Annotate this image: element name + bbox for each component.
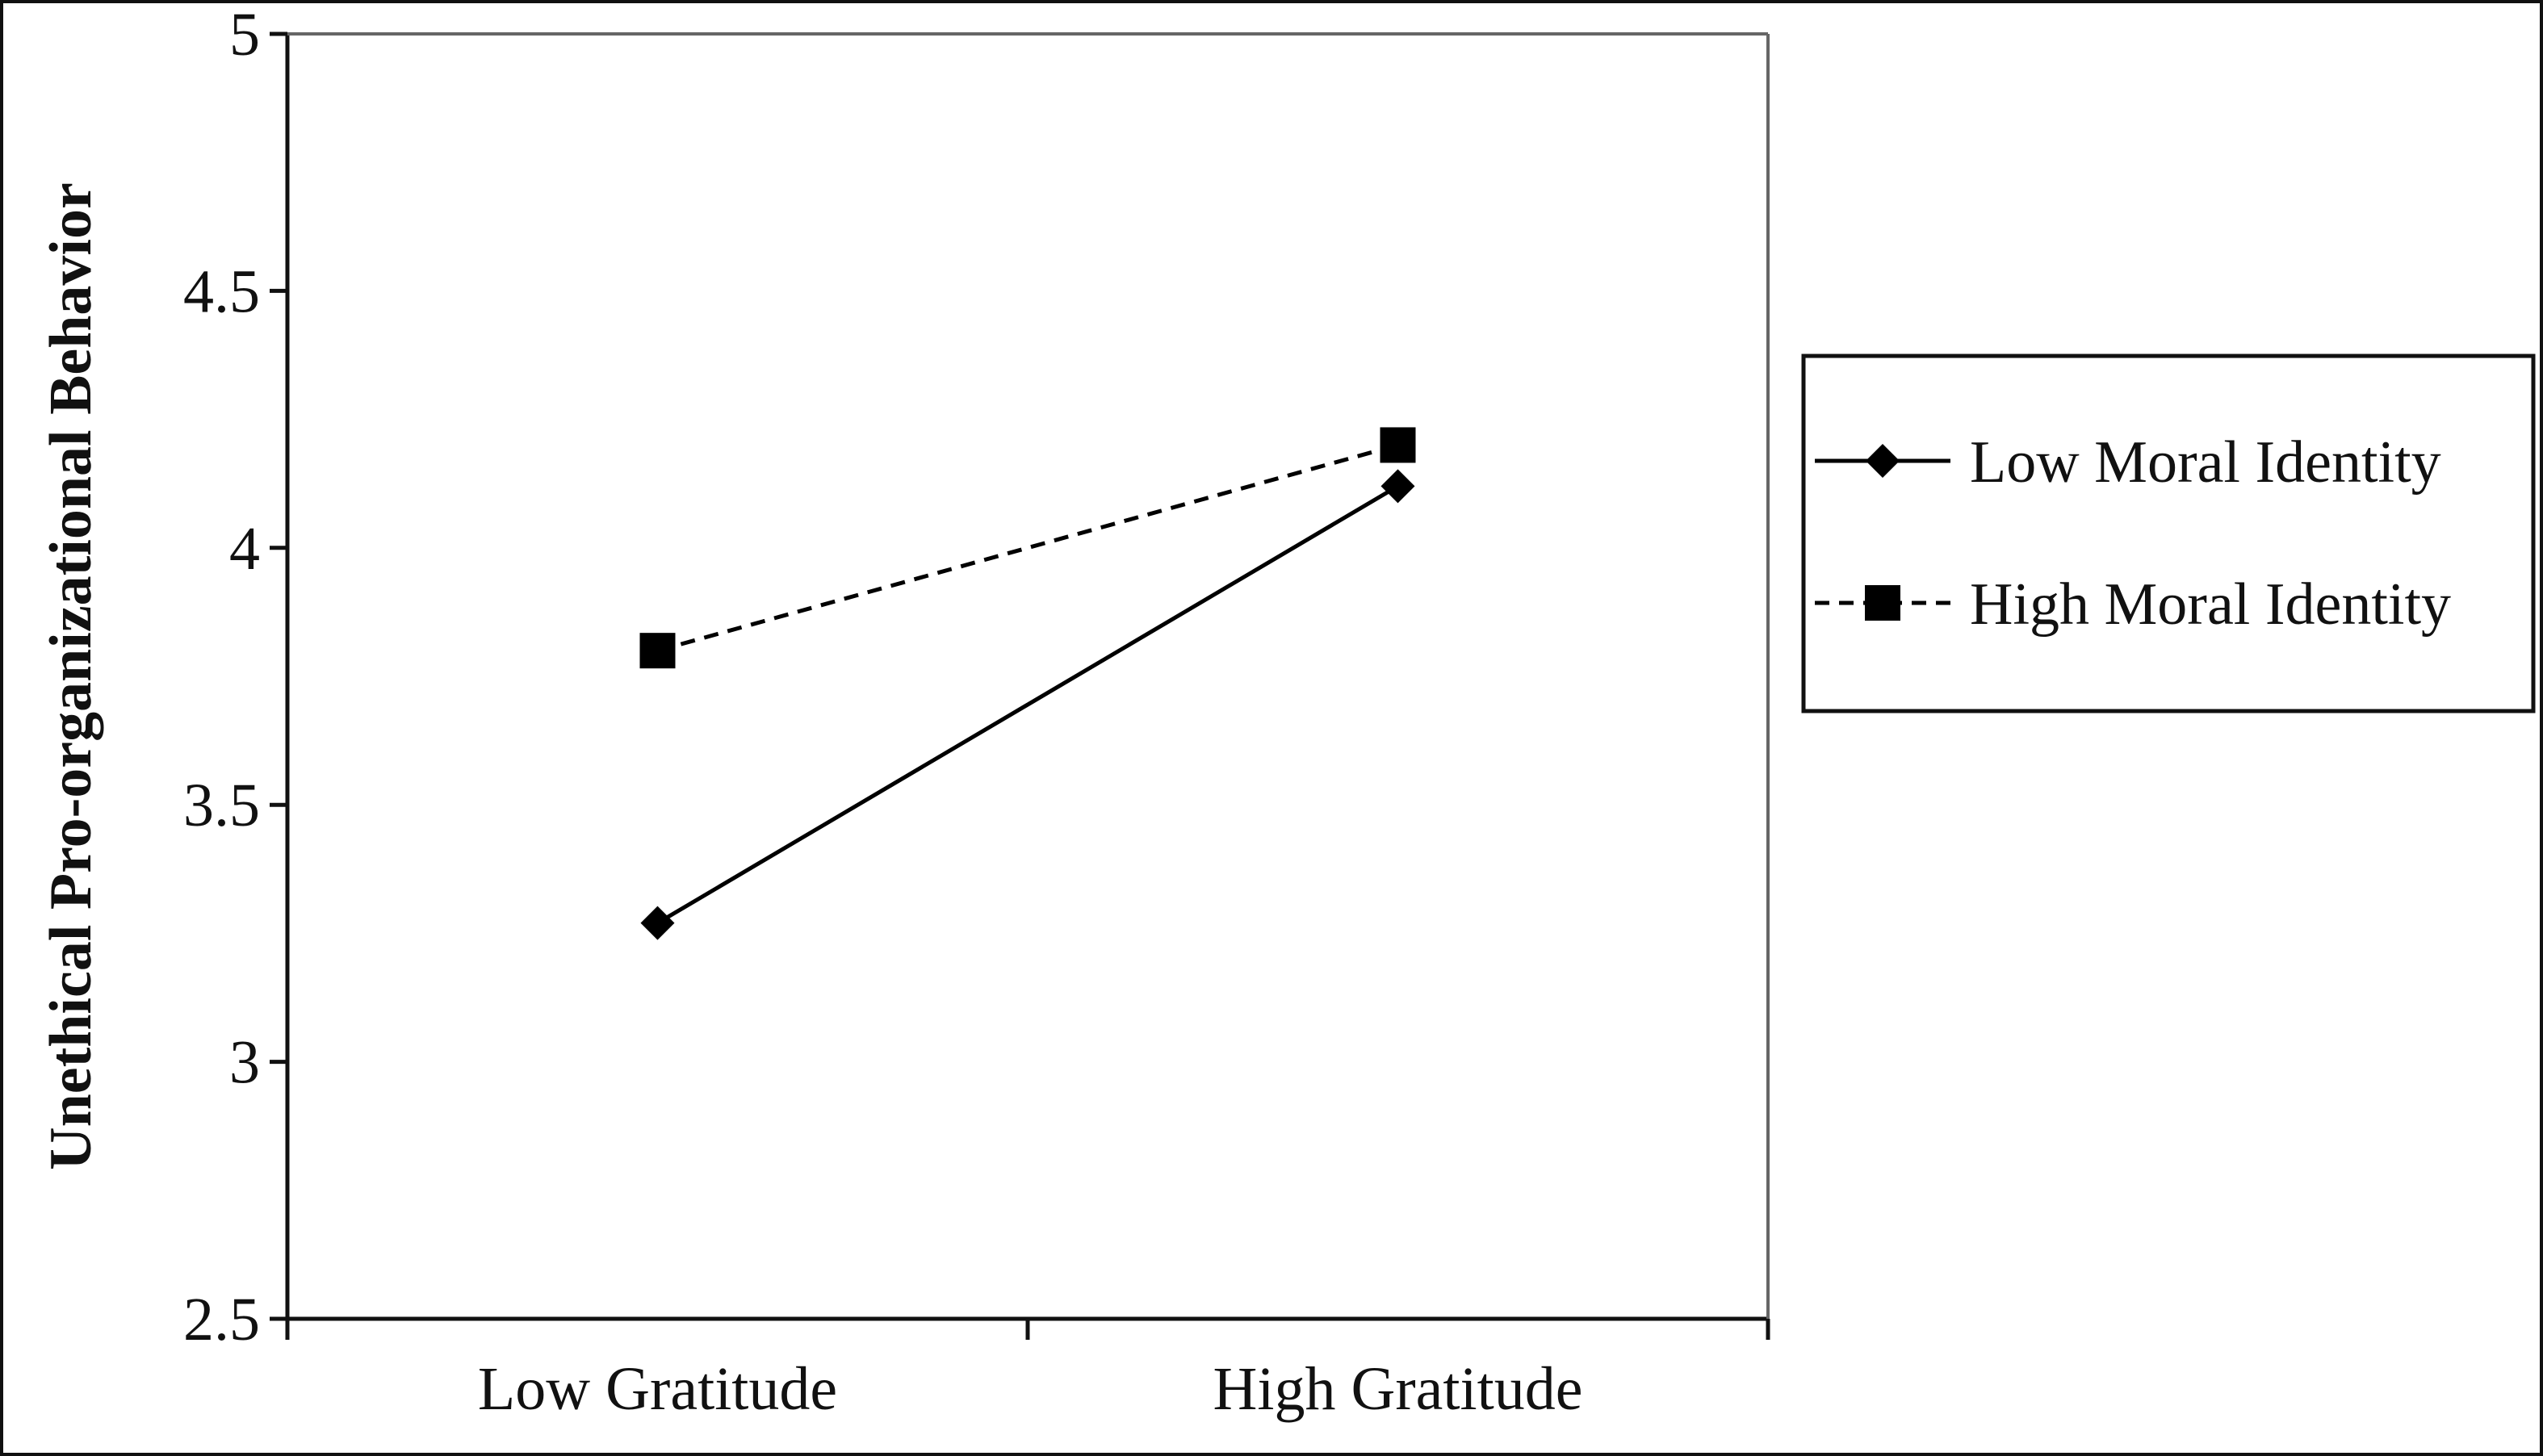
series-line xyxy=(656,443,1399,653)
data-point-marker xyxy=(639,633,676,669)
series-low-moral-identity xyxy=(640,469,1415,940)
y-tick-label: 4.5 xyxy=(183,257,260,325)
y-tick-label: 5 xyxy=(229,3,260,69)
y-axis-ticks: 2.5 3 3.5 4 4.5 5 xyxy=(183,3,287,1353)
x-tick-label: Low Gratitude xyxy=(478,1355,837,1423)
y-tick-label: 3.5 xyxy=(183,772,260,839)
legend-marker-swatch xyxy=(1866,444,1900,478)
legend-label: High Moral Identity xyxy=(1970,571,2451,638)
series-high-moral-identity xyxy=(639,427,1416,669)
legend-item: High Moral Identity xyxy=(1815,571,2451,638)
data-point-marker xyxy=(1380,427,1416,463)
y-tick-label: 2.5 xyxy=(183,1286,260,1353)
x-tick-label: High Gratitude xyxy=(1213,1355,1582,1423)
legend-item: Low Moral Identity xyxy=(1815,429,2441,496)
data-point-marker xyxy=(1380,469,1415,504)
y-axis-title: Unethical Pro-organizational Behavior xyxy=(38,182,104,1170)
series-layer xyxy=(639,427,1416,940)
plot-area xyxy=(285,32,1770,1321)
legend-box xyxy=(1801,354,2536,713)
legend-label: Low Moral Identity xyxy=(1970,429,2441,496)
x-axis-ticks: Low Gratitude High Gratitude xyxy=(285,1319,1770,1423)
y-tick-label: 3 xyxy=(229,1029,260,1097)
data-point-marker xyxy=(640,906,675,940)
y-tick-label: 4 xyxy=(229,515,260,583)
line-chart: 2.5 3 3.5 4 4.5 5 Low Gratitude High Gratitude… xyxy=(38,3,2536,1423)
legend-marker-swatch xyxy=(1865,585,1900,621)
series-line xyxy=(656,484,1399,925)
legend: Low Moral Identity High Moral Identity xyxy=(1801,354,2536,713)
